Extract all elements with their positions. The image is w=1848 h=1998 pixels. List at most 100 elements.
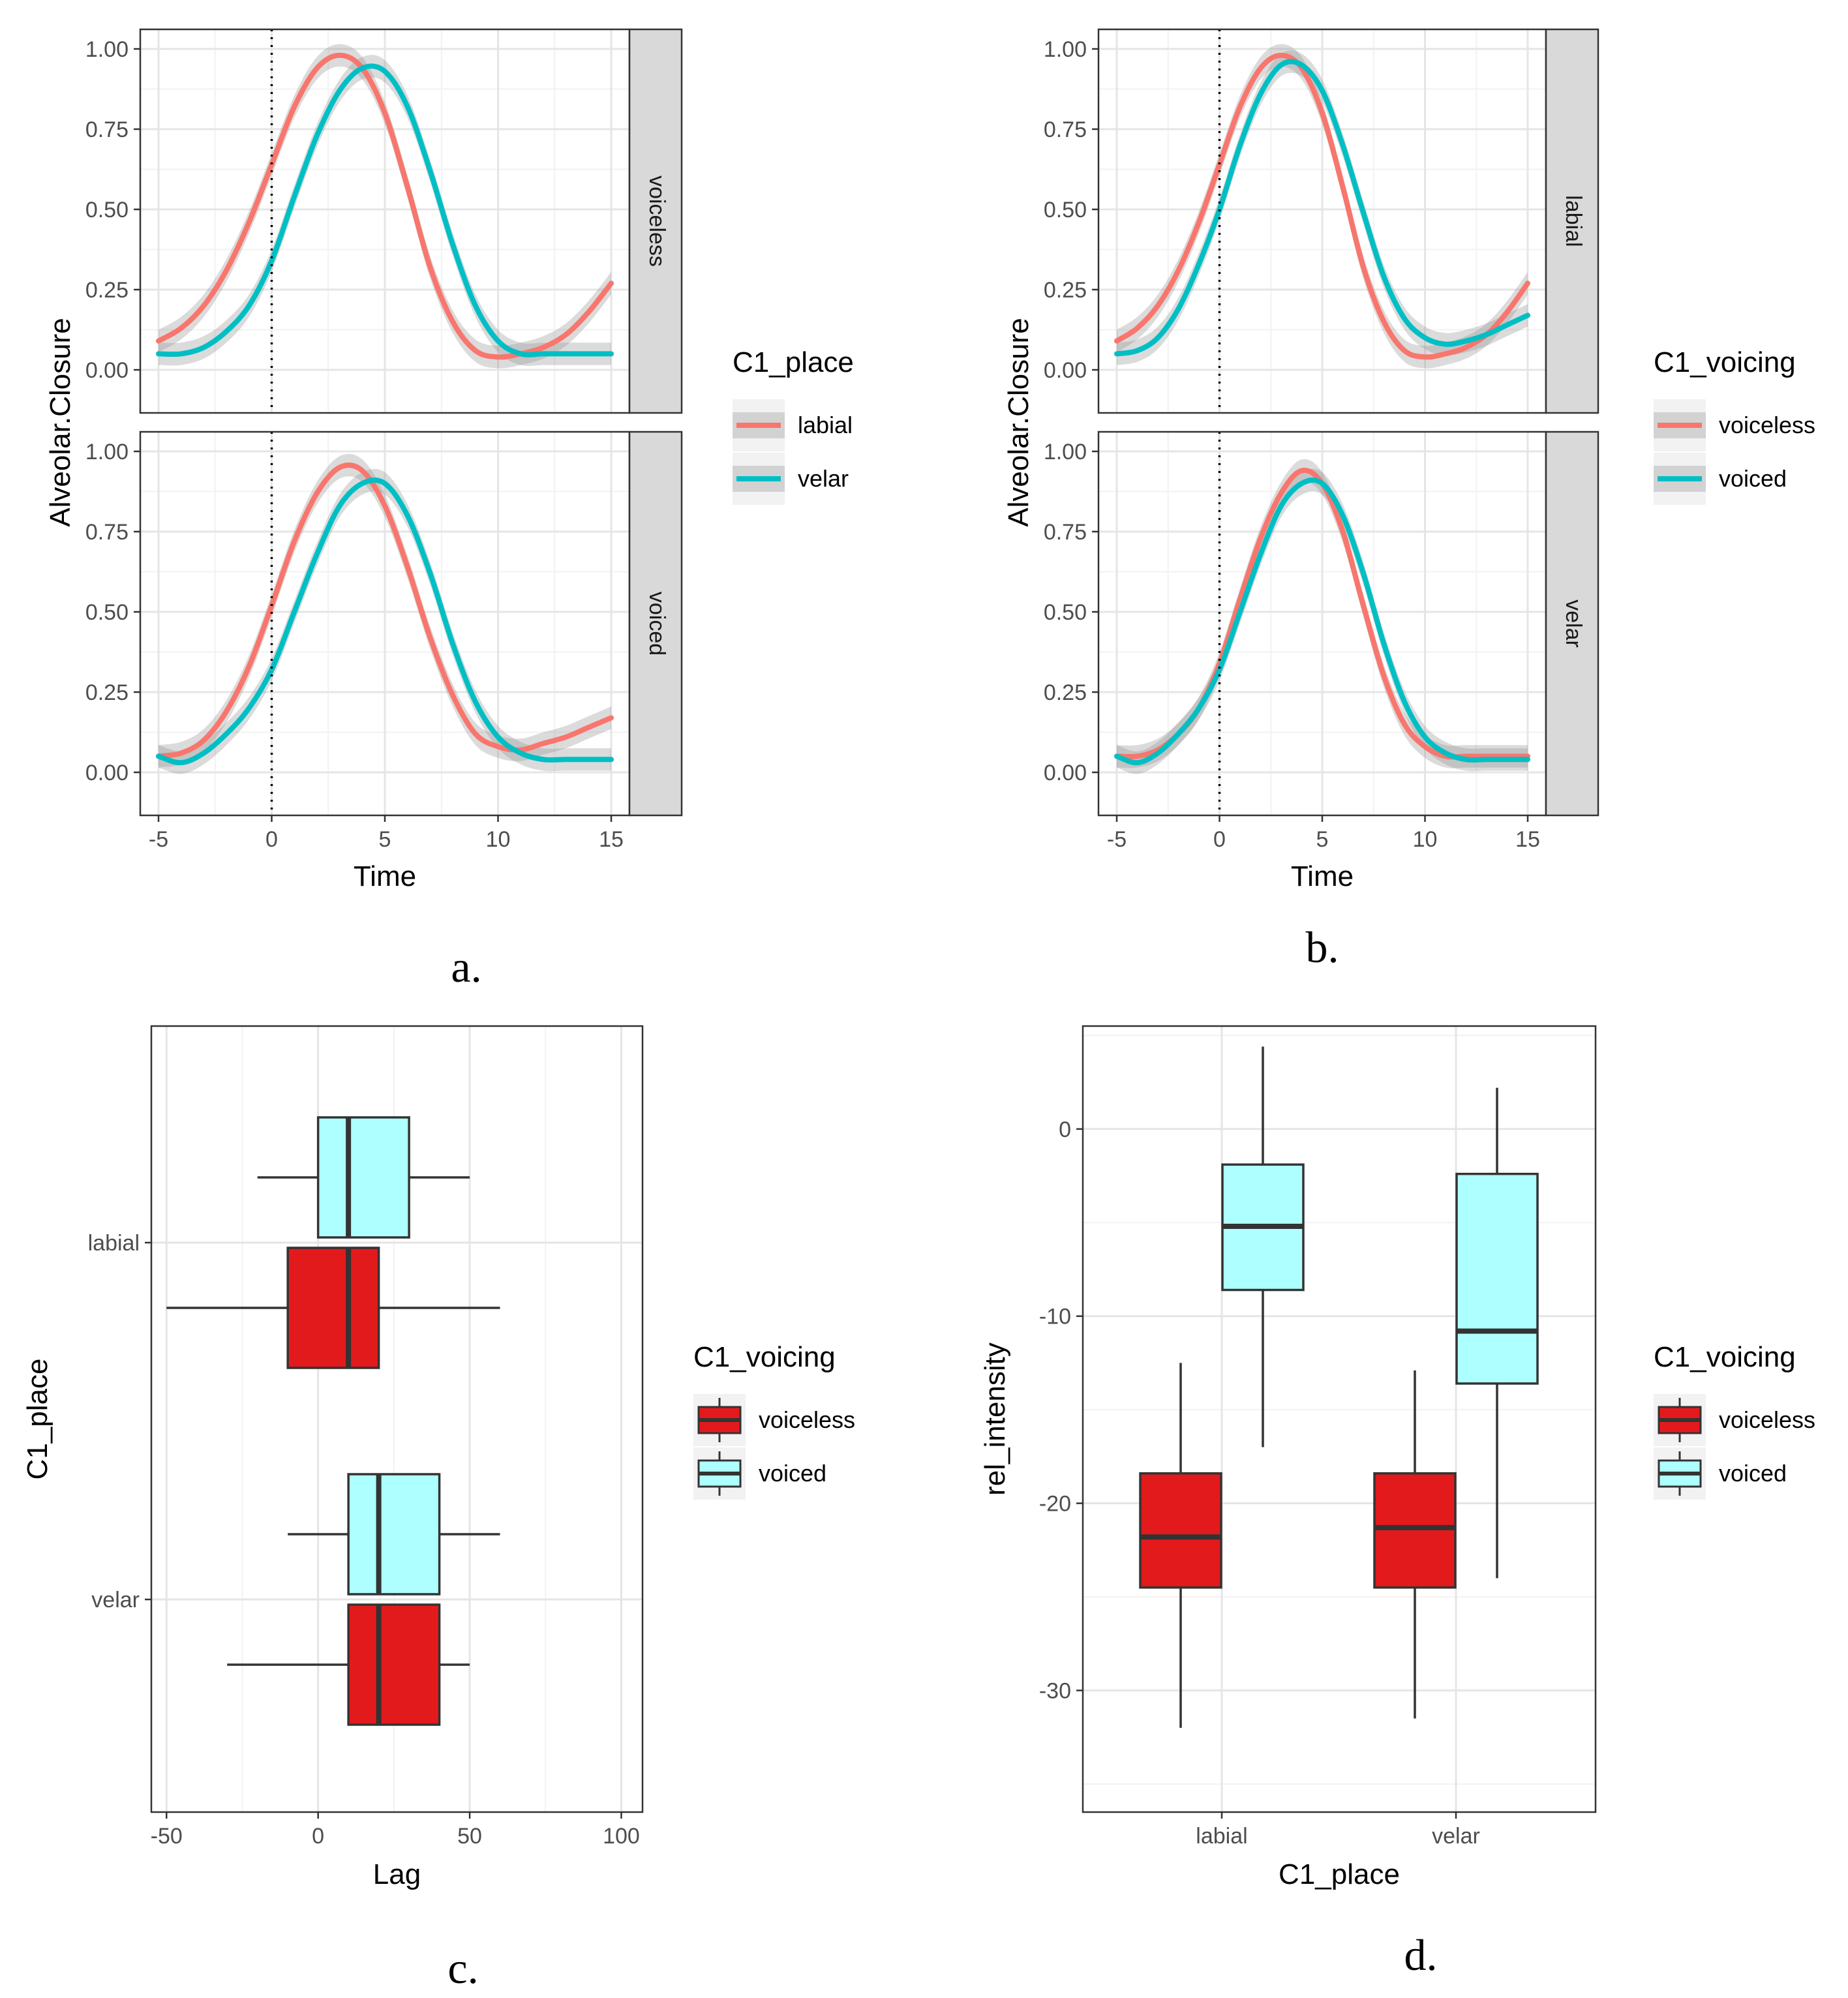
y-tick-label: 0.50: [85, 600, 129, 625]
y-tick-label: 0.75: [1044, 117, 1087, 142]
legend-entry-label: voiceless: [1719, 412, 1815, 438]
y-tick-label: velar: [91, 1588, 140, 1612]
x-tick-label: 15: [1515, 827, 1540, 852]
box-velar-voiced: [1455, 1087, 1539, 1579]
legend-entry-label: voiceless: [759, 1406, 855, 1433]
box-velar-voiced: [288, 1473, 500, 1596]
line-chart-panel-b: 0.000.250.500.751.00labial0.000.250.500.…: [1003, 28, 1815, 972]
series-line-velar: [156, 63, 614, 357]
y-tick-label: 0.00: [1044, 358, 1087, 383]
y-tick-label: 0.50: [85, 198, 129, 222]
series-line-labial: [156, 462, 614, 759]
facet-strip: [628, 28, 683, 414]
facet-strip-label: voiced: [644, 592, 669, 656]
y-tick-label: 1.00: [85, 440, 129, 464]
facet-velar: 0.00 0.25 0.50 0.75 1.00 velar: [1044, 431, 1599, 817]
series-line-voiced: [1114, 477, 1530, 766]
iqr-box: [286, 1247, 380, 1369]
y-tick-label: 0.00: [85, 761, 129, 785]
y-tick-label: 0.00: [85, 358, 129, 383]
panel-label: b.: [1306, 922, 1339, 972]
y-tick-label: 0.50: [1044, 198, 1087, 222]
series-line-velar: [156, 477, 614, 766]
x-axis-title: Time: [1291, 860, 1354, 892]
facet-strip-label: velar: [1561, 599, 1586, 648]
y-tick-label: 1.00: [85, 37, 129, 62]
iqr-box: [1373, 1472, 1457, 1589]
box-velar-voiceless: [1373, 1370, 1457, 1719]
x-tick-label: 15: [599, 827, 624, 852]
legend-title: C1_voicing: [1654, 1341, 1796, 1373]
facet-labial: 0.00 0.25 0.50 0.75 1.00 labial: [1044, 28, 1599, 414]
x-tick-label: 0: [1213, 827, 1226, 852]
y-tick-label: 0.25: [1044, 680, 1087, 705]
iqr-box: [316, 1116, 410, 1239]
y-tick-label: 1.00: [1044, 37, 1087, 62]
x-axis-title: C1_place: [1279, 1858, 1400, 1890]
y-tick-label: 0.25: [85, 278, 129, 303]
x-tick-label: 5: [379, 827, 391, 852]
legend-entry-label: labial: [798, 412, 853, 438]
box-velar-voiceless: [227, 1603, 470, 1726]
y-tick-label: 0.75: [85, 117, 129, 142]
x-axis-title: Time: [354, 860, 416, 892]
y-tick-label: 0.50: [1044, 600, 1087, 625]
x-tick-label: -5: [149, 827, 168, 852]
iqr-box: [1139, 1472, 1222, 1589]
x-tick-label: 5: [1316, 827, 1329, 852]
x-tick-label: -5: [1107, 827, 1127, 852]
panel-label: d.: [1404, 1930, 1438, 1980]
x-tick-label: -50: [151, 1824, 183, 1849]
box-labial-voiceless: [166, 1247, 500, 1369]
facet-strip: [628, 431, 683, 817]
legend-title: C1_place: [733, 346, 854, 378]
y-tick-label: 0.25: [85, 680, 129, 705]
confidence-band-voiced: [1117, 468, 1528, 774]
iqr-box: [347, 1603, 441, 1726]
y-tick-label: 0.75: [85, 520, 129, 545]
line-chart-panel-a: 0.00 0.25 0.50 0.75 1.00 voiceless 0.00 0.25 0.5…: [44, 28, 854, 991]
y-tick-label: 1.00: [1044, 440, 1087, 464]
box-labial-voiced: [1221, 1046, 1305, 1447]
legend-entry-label: voiced: [759, 1460, 826, 1487]
y-tick-label: -10: [1039, 1305, 1071, 1329]
series-line-voiced: [1114, 59, 1530, 357]
x-tick-label: labial: [1196, 1824, 1247, 1849]
y-axis-title: Alveolar.Closure: [44, 318, 76, 526]
series-line-voiceless: [1114, 52, 1530, 360]
y-tick-label: labial: [88, 1231, 140, 1256]
y-axis-title: C1_place: [22, 1359, 53, 1480]
x-tick-label: 10: [486, 827, 511, 852]
x-tick-label: 100: [603, 1824, 640, 1849]
legend: C1_voicing voiceless voiced: [693, 1341, 855, 1500]
legend-entry-label: voiced: [1719, 465, 1787, 492]
panel-background: [1083, 1026, 1596, 1812]
panel-border: [150, 1025, 644, 1813]
iqr-box: [347, 1473, 441, 1596]
x-axis-title: Lag: [373, 1858, 421, 1890]
box-labial-voiceless: [1139, 1363, 1222, 1728]
iqr-box: [1455, 1172, 1539, 1385]
box-labial-voiced: [257, 1116, 470, 1239]
y-axis-title: Alveolar.Closure: [1003, 318, 1035, 526]
panel-label: a.: [451, 942, 481, 991]
facet-voiced: 0.00 0.25 0.50 0.75 1.00 voiced: [85, 431, 683, 817]
facet-strip: [1545, 28, 1599, 414]
legend-entry-label: voiced: [1719, 1460, 1787, 1487]
y-tick-label: -30: [1039, 1679, 1071, 1704]
y-tick-label: 0.00: [1044, 761, 1087, 785]
legend-title: C1_voicing: [693, 1341, 836, 1373]
y-tick-label: 0: [1059, 1117, 1071, 1142]
facet-strip-label: labial: [1561, 195, 1586, 247]
legend-entry-label: velar: [798, 465, 849, 492]
x-tick-label: 0: [312, 1824, 324, 1849]
x-tick-label: velar: [1432, 1824, 1480, 1849]
legend-entry-label: voiceless: [1719, 1406, 1815, 1433]
panel-border: [1082, 1025, 1597, 1813]
legend: C1_voicing voiceless voiced: [1654, 1341, 1815, 1500]
facet-strip: [1545, 431, 1599, 817]
x-tick-label: 10: [1413, 827, 1438, 852]
y-tick-label: -20: [1039, 1492, 1071, 1517]
